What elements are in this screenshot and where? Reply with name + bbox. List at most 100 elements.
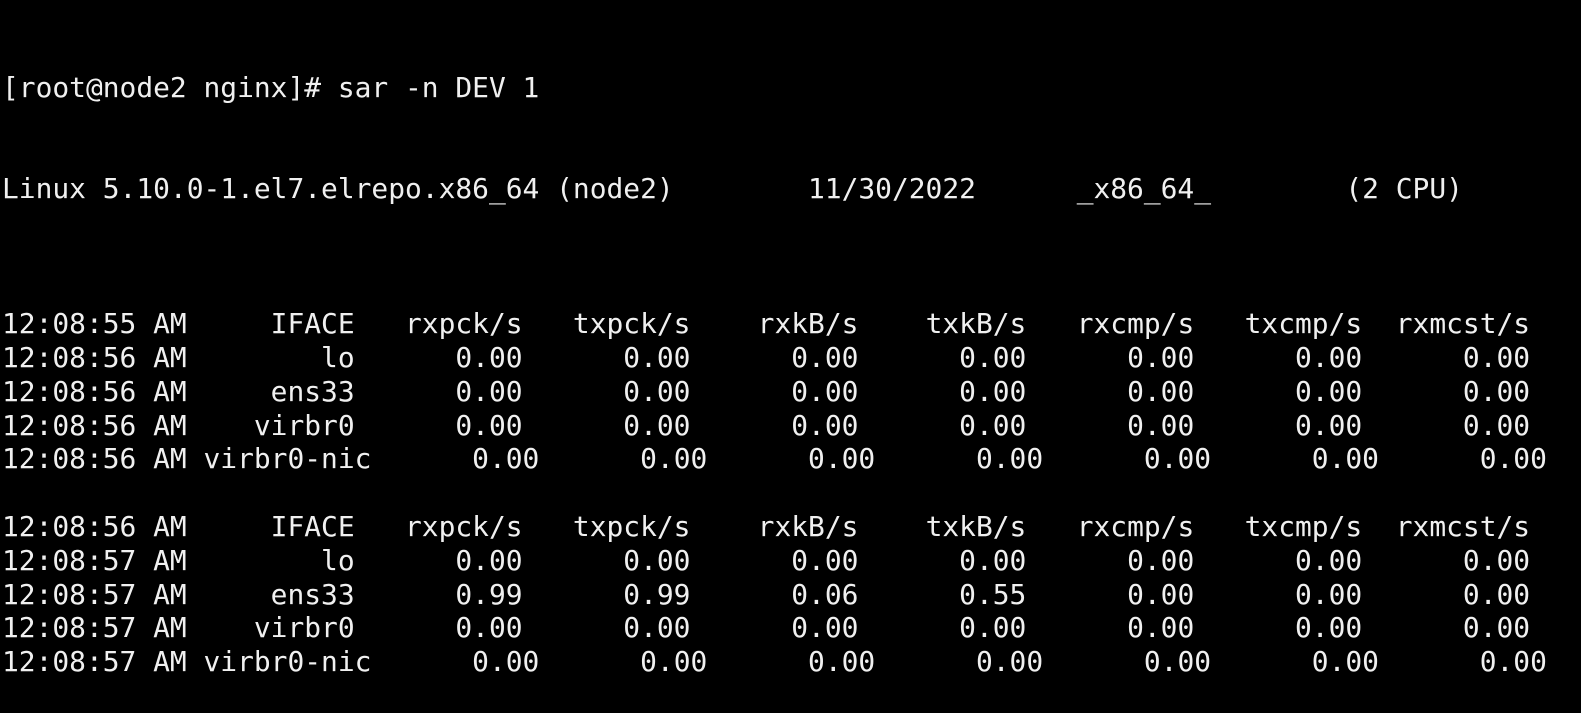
row-value: 0.00 [1362, 408, 1531, 442]
column-header: txkB/s [858, 307, 1027, 341]
row-value: 0.00 [1362, 577, 1531, 611]
row-value: 0.00 [1043, 442, 1212, 476]
row-value: 0.00 [1378, 645, 1547, 679]
row-value: 0.00 [858, 340, 1027, 374]
row-time: 12:08:56 AM [2, 340, 187, 374]
column-header: rxpck/s [354, 307, 523, 341]
row-value: 0.00 [1026, 340, 1195, 374]
terminal-output[interactable]: [root@node2 nginx]# sar -n DEV 1 Linux 5… [2, 3, 1547, 713]
row-value: 0.00 [1194, 374, 1363, 408]
column-header: rxcmp/s [1026, 307, 1195, 341]
table-row: 12:08:57 AM virbr0 0.00 0.00 0.00 0.00 0… [2, 611, 1547, 645]
blank-line [2, 273, 1547, 307]
column-header: txcmp/s [1194, 509, 1363, 543]
row-value: 0.00 [1362, 340, 1531, 374]
row-value: 0.00 [690, 340, 859, 374]
row-time: 12:08:57 AM [2, 543, 187, 577]
shell-prompt: [root@node2 nginx]# [2, 70, 338, 104]
table-row: 12:08:57 AM ens33 0.99 0.99 0.06 0.55 0.… [2, 578, 1547, 612]
column-header: rxmcst/s [1362, 509, 1531, 543]
row-value: 0.00 [1194, 611, 1363, 645]
table-row: 12:08:56 AM virbr0-nic 0.00 0.00 0.00 0.… [2, 442, 1547, 476]
row-value: 0.00 [858, 543, 1027, 577]
row-value: 0.00 [690, 408, 859, 442]
header-row: 12:08:55 AM IFACE rxpck/s txpck/s rxkB/s… [2, 307, 1547, 341]
row-time: 12:08:56 AM [2, 442, 187, 476]
row-value: 0.00 [1211, 645, 1379, 679]
row-value: 0.00 [707, 645, 876, 679]
row-value: 0.00 [522, 543, 691, 577]
command-text: sar -n DEV 1 [337, 70, 540, 104]
row-value: 0.00 [875, 442, 1044, 476]
row-value: 0.99 [354, 577, 523, 611]
row-value: 0.00 [1194, 577, 1363, 611]
column-header: rxkB/s [690, 307, 859, 341]
row-value: 0.55 [858, 577, 1027, 611]
row-value: 0.00 [858, 374, 1027, 408]
row-value: 0.00 [371, 442, 540, 476]
row-value: 0.00 [539, 442, 708, 476]
row-iface: virbr0-nic [186, 442, 372, 476]
column-header: txpck/s [522, 307, 691, 341]
column-header: rxmcst/s [1362, 307, 1531, 341]
row-value: 0.00 [1026, 408, 1195, 442]
column-header: txpck/s [522, 509, 691, 543]
sysinfo-line: Linux 5.10.0-1.el7.elrepo.x86_64 (node2)… [2, 172, 1547, 206]
column-header: txkB/s [858, 509, 1027, 543]
row-value: 0.00 [1026, 577, 1195, 611]
row-time: 12:08:57 AM [2, 645, 187, 679]
row-value: 0.00 [690, 543, 859, 577]
row-iface: lo [186, 543, 355, 577]
row-value: 0.00 [522, 374, 691, 408]
arch: _x86_64_ [1076, 171, 1212, 205]
row-value: 0.00 [354, 408, 523, 442]
row-value: 0.00 [1362, 611, 1531, 645]
row-value: 0.00 [354, 611, 523, 645]
row-value: 0.00 [875, 645, 1044, 679]
row-time: 12:08:57 AM [2, 611, 187, 645]
header-row: 12:08:56 AM IFACE rxpck/s txpck/s rxkB/s… [2, 510, 1547, 544]
row-iface: virbr0-nic [186, 645, 372, 679]
row-value: 0.00 [354, 340, 523, 374]
column-header: IFACE [186, 307, 355, 341]
row-value: 0.00 [1194, 340, 1363, 374]
row-value: 0.00 [1378, 442, 1547, 476]
row-value: 0.00 [1194, 408, 1363, 442]
table-row: 12:08:56 AM virbr0 0.00 0.00 0.00 0.00 0… [2, 409, 1547, 443]
row-value: 0.00 [690, 611, 859, 645]
table-row: 12:08:56 AM ens33 0.00 0.00 0.00 0.00 0.… [2, 375, 1547, 409]
column-header: rxpck/s [354, 509, 523, 543]
row-value: 0.00 [858, 611, 1027, 645]
cpu-count: (2 CPU) [1345, 171, 1463, 205]
column-header: rxkB/s [690, 509, 859, 543]
row-value: 0.00 [354, 374, 523, 408]
date: 11/30/2022 [808, 171, 976, 205]
row-value: 0.00 [1362, 374, 1531, 408]
row-value: 0.00 [371, 645, 540, 679]
row-iface: virbr0 [186, 611, 355, 645]
row-value: 0.00 [522, 611, 691, 645]
row-value: 0.00 [522, 408, 691, 442]
row-time: 12:08:57 AM [2, 577, 187, 611]
row-value: 0.00 [522, 340, 691, 374]
row-value: 0.00 [1194, 543, 1363, 577]
row-value: 0.00 [1026, 543, 1195, 577]
row-iface: ens33 [186, 374, 355, 408]
row-value: 0.00 [858, 408, 1027, 442]
column-header: txcmp/s [1194, 307, 1363, 341]
header-time: 12:08:56 AM [2, 509, 187, 543]
row-value: 0.00 [690, 374, 859, 408]
blank-line [2, 476, 1547, 510]
row-value: 0.00 [1026, 611, 1195, 645]
header-time: 12:08:55 AM [2, 307, 187, 341]
row-iface: ens33 [186, 577, 355, 611]
row-value: 0.00 [539, 645, 708, 679]
column-header: rxcmp/s [1026, 509, 1195, 543]
kernel-info: Linux 5.10.0-1.el7.elrepo.x86_64 (node2) [2, 171, 674, 205]
row-value: 0.00 [1362, 543, 1531, 577]
command-line: [root@node2 nginx]# sar -n DEV 1 [2, 71, 1547, 105]
row-iface: virbr0 [186, 408, 355, 442]
table-row: 12:08:57 AM virbr0-nic 0.00 0.00 0.00 0.… [2, 645, 1547, 679]
row-value: 0.00 [1211, 442, 1379, 476]
row-value: 0.06 [690, 577, 859, 611]
